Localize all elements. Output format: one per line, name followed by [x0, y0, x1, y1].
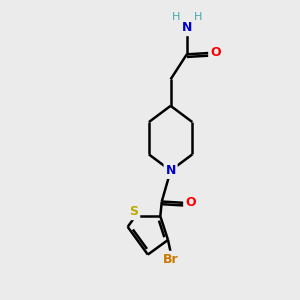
- Text: N: N: [182, 21, 192, 34]
- Text: O: O: [210, 46, 221, 59]
- Text: S: S: [129, 205, 138, 218]
- Text: O: O: [185, 196, 196, 209]
- Text: H: H: [194, 12, 202, 22]
- Text: Br: Br: [163, 253, 179, 266]
- Text: N: N: [165, 164, 176, 177]
- Text: H: H: [171, 12, 180, 22]
